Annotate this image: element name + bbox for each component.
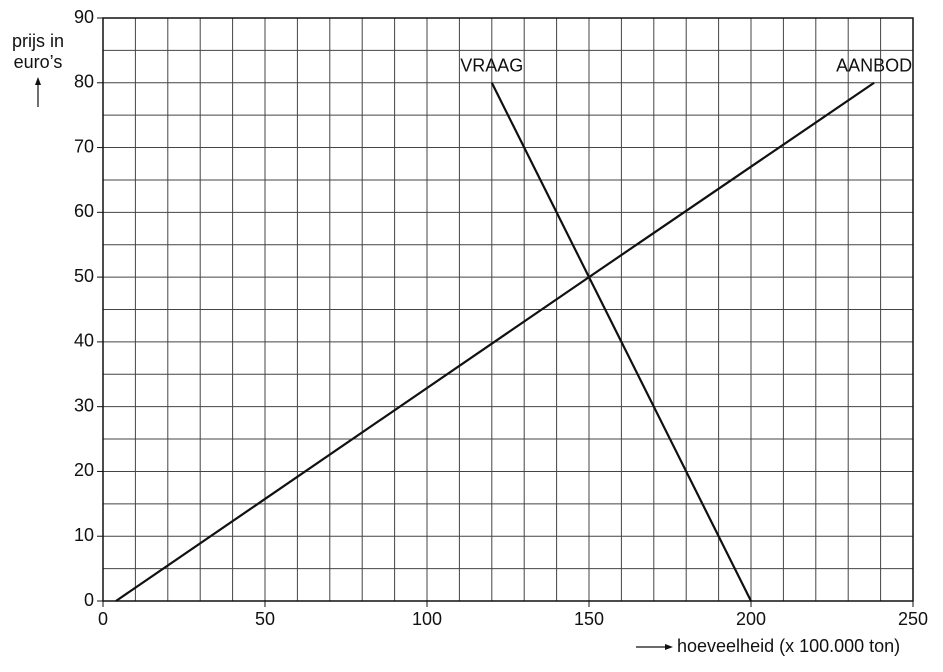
y-tick-label: 70 bbox=[74, 136, 94, 156]
x-tick-label: 0 bbox=[98, 609, 108, 629]
y-tick-label: 50 bbox=[74, 266, 94, 286]
y-tick-label: 80 bbox=[74, 72, 94, 92]
y-tick-label: 20 bbox=[74, 460, 94, 480]
y-tick-label: 30 bbox=[74, 395, 94, 415]
y-tick-label: 60 bbox=[74, 201, 94, 221]
x-tick-label: 150 bbox=[574, 609, 604, 629]
x-tick-label: 50 bbox=[255, 609, 275, 629]
x-axis-label: hoeveelheid (x 100.000 ton) bbox=[677, 636, 900, 656]
y-tick-label: 0 bbox=[84, 590, 94, 610]
plot-frame bbox=[102, 17, 914, 602]
series-label: VRAAG bbox=[460, 56, 523, 76]
y-axis-arrowhead bbox=[35, 77, 41, 85]
y-axis-label: euro’s bbox=[14, 52, 63, 72]
y-tick-label: 10 bbox=[74, 525, 94, 545]
x-tick-label: 200 bbox=[736, 609, 766, 629]
x-tick-label: 100 bbox=[412, 609, 442, 629]
series-label: AANBOD bbox=[836, 56, 912, 76]
x-axis-arrowhead bbox=[665, 644, 673, 650]
y-tick-label: 90 bbox=[74, 7, 94, 27]
y-axis-label: prijs in bbox=[12, 31, 64, 51]
x-tick-label: 250 bbox=[898, 609, 928, 629]
y-tick-label: 40 bbox=[74, 331, 94, 351]
series-line bbox=[115, 81, 875, 602]
